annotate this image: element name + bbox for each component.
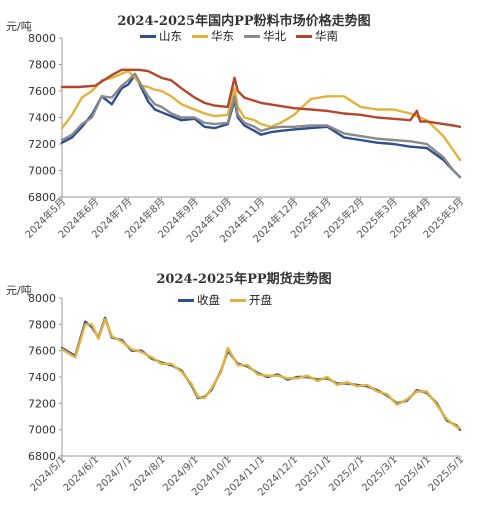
legend-swatch — [192, 34, 208, 38]
x-tick-label: 2025/5/1 — [427, 454, 467, 494]
y-tick-label: 7800 — [28, 318, 56, 331]
legend-label: 华北 — [263, 29, 286, 43]
legend-swatch — [244, 34, 260, 38]
y-tick-label: 7600 — [28, 345, 56, 358]
series-line-华北 — [60, 72, 462, 179]
x-tick-label: 2025/4/1 — [393, 454, 433, 494]
chart-legend: 收盘 开盘 — [178, 292, 272, 308]
legend-swatch — [230, 298, 246, 302]
y-tick-label: 7800 — [28, 59, 56, 72]
legend-label: 开盘 — [249, 293, 272, 307]
y-tick-label: 8000 — [28, 292, 56, 305]
legend-item: 华南 — [296, 28, 338, 44]
y-tick-label: 7200 — [28, 397, 56, 410]
y-tick-label: 6800 — [28, 450, 56, 463]
chart-title: 2024-2025年PP期货走势图 — [156, 272, 332, 287]
chart-plot: 68007000720074007600780080002024/5/12024… — [28, 292, 467, 498]
x-tick-label: 2025/3/1 — [360, 454, 400, 494]
legend-label: 山东 — [159, 29, 182, 43]
y-tick-label: 6800 — [28, 191, 56, 204]
futures-chart: 2024-2025年PP期货走势图 元/吨 收盘 开盘 6800 7000 7200 7… — [0, 262, 488, 514]
chart-title: 2024-2025年国内PP粉料市场价格走势图 — [117, 14, 371, 29]
y-axis-unit: 元/吨 — [6, 20, 32, 33]
chart-legend: 山东 华东 华北 华南 — [140, 28, 338, 44]
powder-price-chart: 2024-2025年国内PP粉料市场价格走势图 元/吨 山东 华东 华北 华南 680… — [6, 14, 466, 245]
legend-swatch — [140, 34, 156, 38]
legend-item: 华东 — [192, 28, 234, 44]
legend-item: 收盘 — [178, 292, 220, 308]
legend-label: 收盘 — [197, 293, 220, 307]
series-line-华东 — [60, 69, 462, 162]
legend-item: 开盘 — [230, 292, 272, 308]
y-tick-label: 7600 — [28, 85, 56, 98]
y-tick-label: 7000 — [28, 165, 56, 178]
y-tick-label: 7200 — [28, 138, 56, 151]
series-line-山东 — [60, 73, 462, 179]
y-tick-label: 7400 — [28, 112, 56, 125]
legend-item: 山东 — [140, 28, 182, 44]
x-tick-label: 2025/1/1 — [294, 454, 334, 494]
x-tick-label: 2024/6/1 — [62, 454, 102, 494]
legend-swatch — [178, 298, 194, 302]
y-axis-unit: 元/吨 — [6, 284, 32, 297]
legend-label: 华南 — [315, 29, 338, 43]
y-tick-label: 7000 — [28, 424, 56, 437]
chart-plot: 68007000720074007600780080002024年5月2024年… — [22, 32, 466, 245]
legend-label: 华东 — [211, 29, 234, 43]
x-tick-label: 2024/7/1 — [95, 454, 135, 494]
series-line-开盘 — [60, 317, 462, 430]
series-line-华南 — [60, 68, 462, 129]
legend-swatch — [296, 34, 312, 38]
legend-item: 华北 — [244, 28, 286, 44]
y-tick-label: 7400 — [28, 371, 56, 384]
y-tick-label: 8000 — [28, 32, 56, 45]
